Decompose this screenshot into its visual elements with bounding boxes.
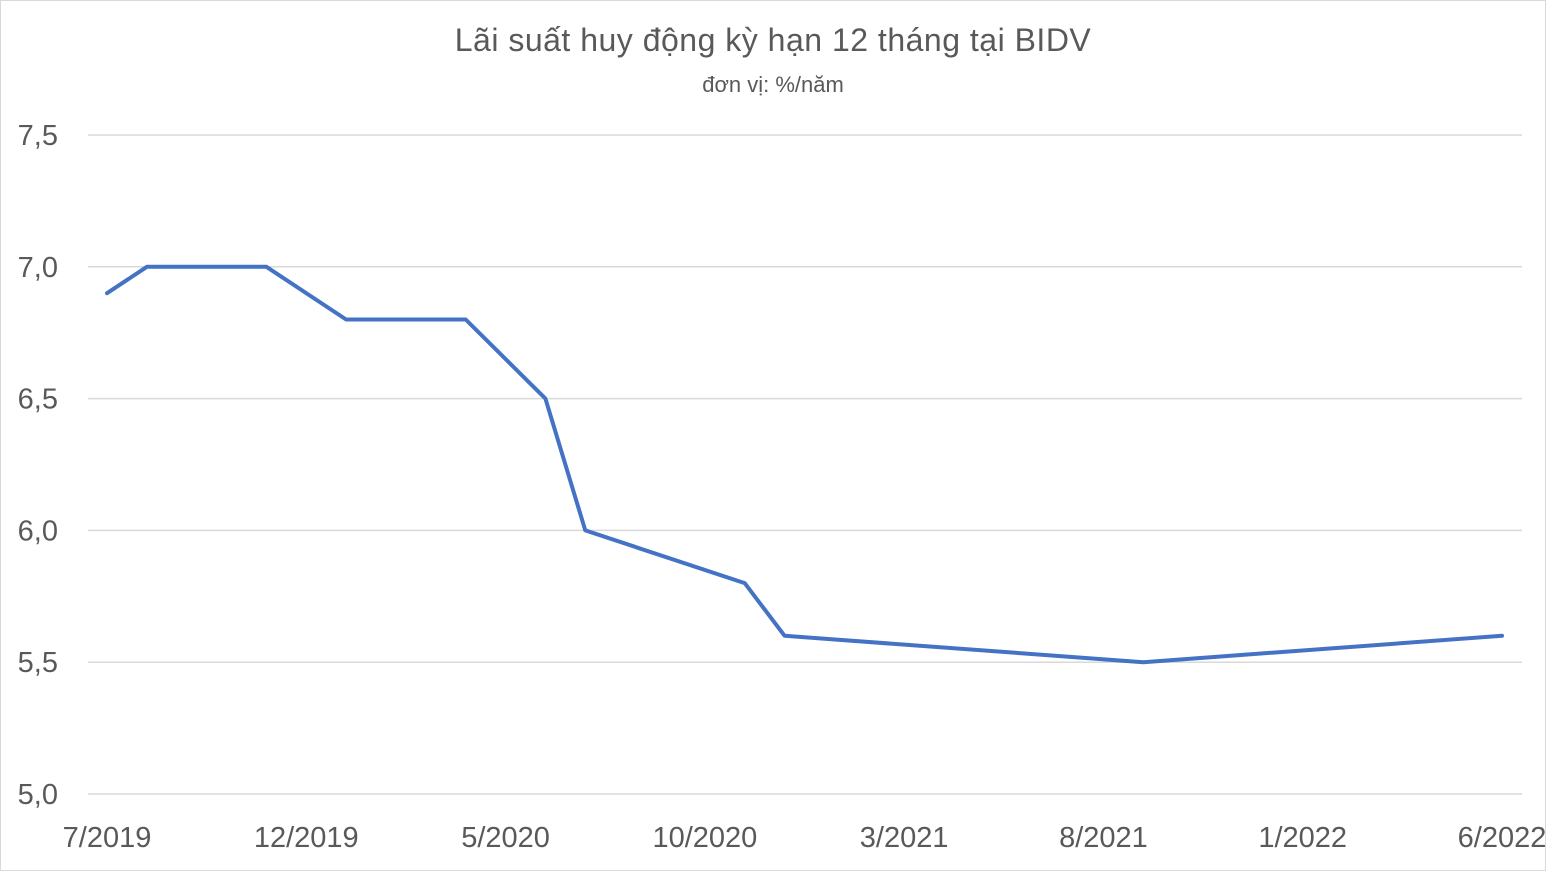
series-line <box>105 264 1504 665</box>
chart-title: Lãi suất huy động kỳ hạn 12 tháng tại BI… <box>454 22 1092 58</box>
series-layer <box>105 264 1504 665</box>
y-tick-label: 6,5 <box>18 384 58 416</box>
y-tick-label: 5,0 <box>18 779 58 811</box>
gridlines <box>88 134 1522 795</box>
y-tick-label: 7,0 <box>18 252 58 284</box>
x-tick-label: 6/2022 <box>1458 822 1546 854</box>
x-tick-label: 12/2019 <box>254 822 359 854</box>
y-tick-label: 6,0 <box>18 515 58 547</box>
chart-subtitle: đơn vị: %/năm <box>702 72 844 97</box>
x-tick-label: 5/2020 <box>461 822 550 854</box>
x-tick-label: 7/2019 <box>63 822 152 854</box>
x-axis: 7/2019 12/2019 5/2020 10/2020 3/2021 8/2021 1/… <box>63 822 1546 854</box>
x-tick-label: 8/2021 <box>1059 822 1148 854</box>
y-axis: 5,0 5,5 6,0 6,5 7,0 7,5 <box>18 120 58 811</box>
y-tick-label: 5,5 <box>18 647 58 679</box>
x-tick-label: 1/2022 <box>1258 822 1347 854</box>
y-tick-label: 7,5 <box>18 120 58 152</box>
x-tick-label: 10/2020 <box>652 822 757 854</box>
x-tick-label: 3/2021 <box>860 822 949 854</box>
